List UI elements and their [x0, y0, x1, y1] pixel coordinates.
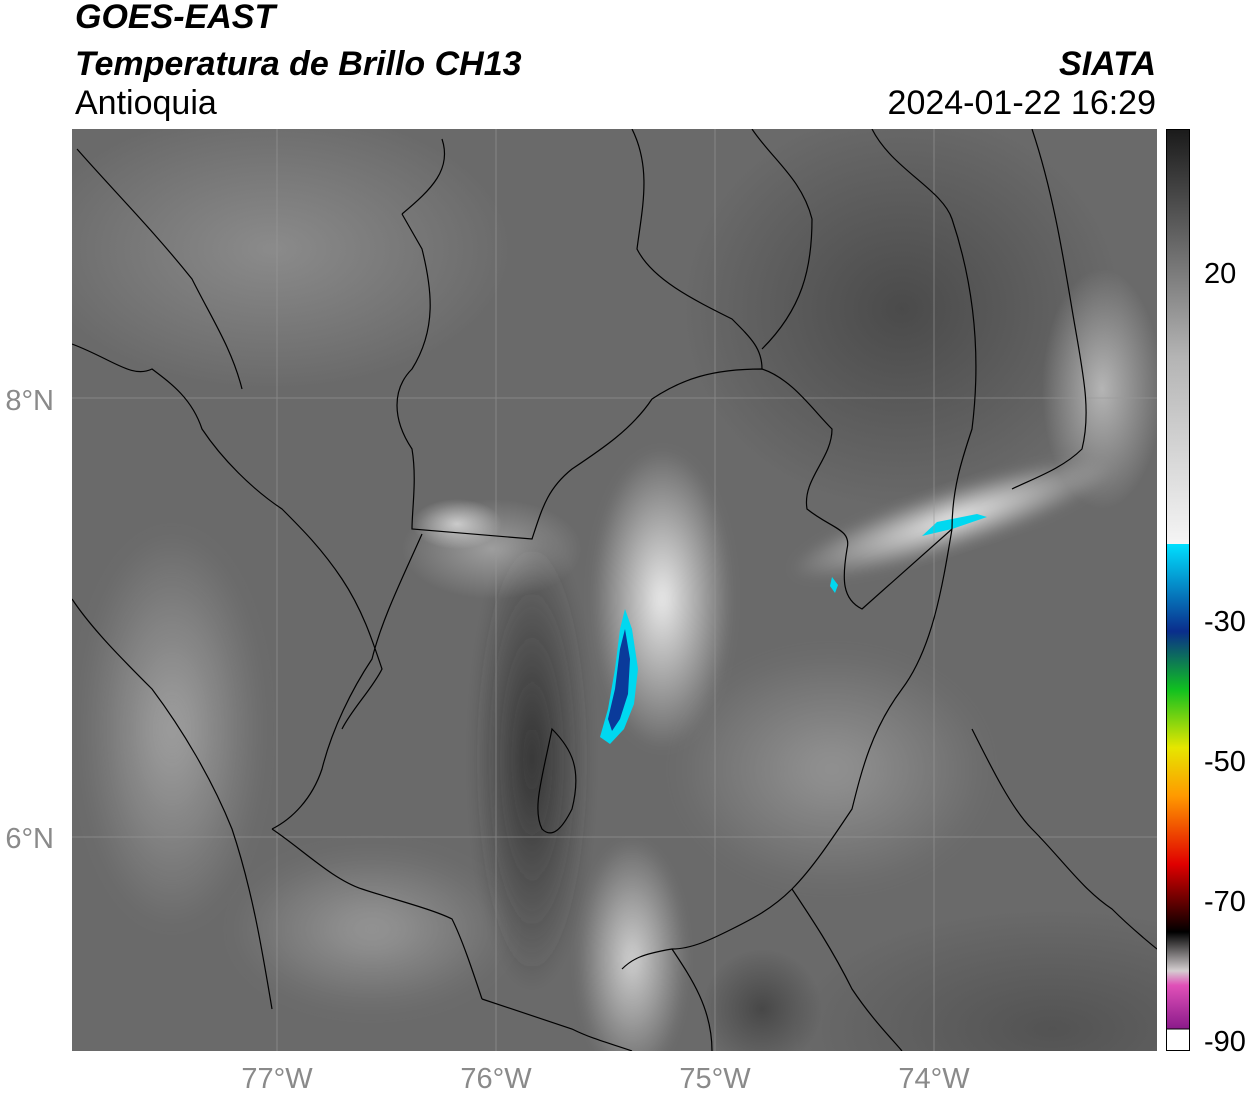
agency-label: SIATA	[1059, 45, 1156, 83]
lon-label-74w: 74°W	[898, 1063, 970, 1095]
lat-label-6n: 6°N	[5, 823, 54, 855]
colorbar-tick-neg90: -90	[1204, 1026, 1246, 1058]
lat-label-8n: 8°N	[5, 385, 54, 417]
temperature-colorbar	[1166, 129, 1190, 1051]
lon-label-75w: 75°W	[679, 1063, 751, 1095]
colorbar-tick-neg70: -70	[1204, 886, 1246, 918]
lon-label-77w: 77°W	[241, 1063, 313, 1095]
colorbar-tick-neg50: -50	[1204, 746, 1246, 778]
colorbar-tick-20: 20	[1204, 258, 1237, 290]
colorbar-tick-neg30: -30	[1204, 606, 1246, 638]
region-subtitle: Antioquia	[75, 84, 217, 122]
timestamp-label: 2024-01-22 16:29	[887, 84, 1156, 122]
satellite-map	[72, 129, 1157, 1051]
lon-label-76w: 76°W	[460, 1063, 532, 1095]
satellite-title: GOES-EAST	[75, 0, 276, 36]
product-title: Temperatura de Brillo CH13	[75, 45, 522, 83]
